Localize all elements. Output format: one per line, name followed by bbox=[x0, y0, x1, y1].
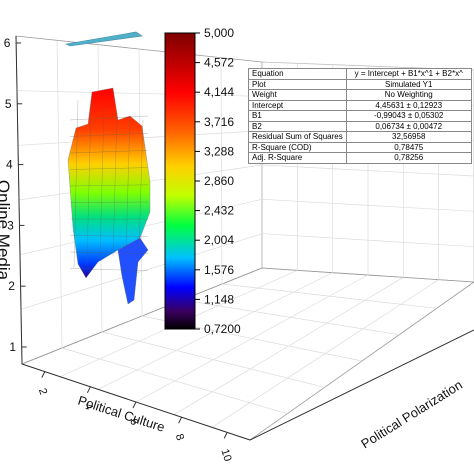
x-tick bbox=[41, 371, 46, 378]
surface-lower bbox=[117, 237, 149, 305]
mesh-line bbox=[69, 251, 149, 254]
x-tick bbox=[223, 432, 228, 439]
fit-table-value: 0,78475 bbox=[345, 141, 472, 153]
fit-table-value: 32,56958 bbox=[345, 131, 472, 143]
z-tick-label: 4 bbox=[6, 158, 13, 172]
colorbar-tick-label: 1,576 bbox=[204, 263, 234, 277]
z-tick-label: 2 bbox=[8, 279, 15, 293]
colorbar-tick-label: 3,288 bbox=[204, 144, 234, 158]
x-tick bbox=[86, 386, 91, 394]
grid-line bbox=[211, 279, 439, 428]
fit-table-key: R-Square (COD) bbox=[248, 141, 347, 153]
colorbar-tick-label: 2,004 bbox=[204, 233, 234, 247]
x-axis-label: Political Culture bbox=[76, 393, 167, 435]
fit-table-key: B2 bbox=[248, 120, 347, 132]
fit-table-value: y = Intercept + B1*x^1 + B2*x^ bbox=[345, 68, 472, 80]
fit-table-value: 0,06734 ± 0,00472 bbox=[345, 120, 472, 132]
mesh-line bbox=[69, 201, 149, 203]
fit-table-row: Weight No Weighting bbox=[248, 89, 472, 101]
z-axis-label: Online Media bbox=[0, 180, 13, 281]
mesh-line bbox=[69, 167, 149, 170]
colorbar-tick-label: 0,7200 bbox=[204, 322, 241, 336]
grid-line bbox=[221, 283, 437, 309]
fit-table-row: B2 0,06734 ± 0,00472 bbox=[248, 120, 472, 132]
fit-table-value: -0,99043 ± 0,05302 bbox=[345, 110, 472, 122]
mesh-line bbox=[99, 107, 105, 261]
fit-table-key: Residual Sum of Squares bbox=[248, 131, 347, 143]
fit-table-value: No Weighting bbox=[345, 89, 472, 101]
z-tick-label: 6 bbox=[4, 36, 11, 50]
z-axis-ticks: 1 2 3 4 5 6 bbox=[4, 36, 27, 354]
grid-line bbox=[220, 57, 223, 285]
x-tick bbox=[178, 416, 183, 424]
mesh-line bbox=[69, 115, 149, 121]
fit-table-key: Intercept bbox=[248, 99, 347, 111]
colorbar: 5,000 4,572 4,144 3,716 3,288 2,860 2,432 2,004… bbox=[164, 26, 241, 336]
mesh-line bbox=[138, 119, 144, 249]
fit-table-row: B1 -0,99043 ± 0,05302 bbox=[248, 110, 472, 122]
colorbar-tick-label: 4,572 bbox=[204, 56, 234, 70]
mesh-line bbox=[73, 99, 79, 269]
surface bbox=[65, 31, 151, 305]
surface-mesh bbox=[69, 99, 149, 272]
colorbar-ticks: 5,000 4,572 4,144 3,716 3,288 2,860 2,432 2,004… bbox=[195, 26, 241, 336]
x-tick-label: 8 bbox=[173, 432, 186, 442]
mesh-line bbox=[86, 103, 92, 265]
fit-table-key: Equation bbox=[248, 68, 347, 80]
fit-table-key: Weight bbox=[248, 89, 347, 101]
colorbar-tick-label: 4,144 bbox=[204, 85, 234, 99]
mesh-line bbox=[69, 268, 149, 272]
colorbar-tick-label: 2,432 bbox=[204, 204, 234, 218]
mesh-line bbox=[69, 235, 149, 237]
fit-table-value: 4,45631 ± 0,12923 bbox=[345, 99, 472, 111]
x-tick-label: 10 bbox=[218, 448, 233, 463]
z-tick-label: 1 bbox=[9, 340, 16, 354]
mesh-line bbox=[69, 150, 149, 154]
z-tick-label: 3 bbox=[7, 218, 14, 232]
colorbar-tick-label: 5,000 bbox=[204, 26, 234, 40]
x-axis-ticks: 2 4 6 8 10 bbox=[36, 371, 234, 463]
colorbar-tick-label: 1,148 bbox=[204, 292, 234, 306]
fit-table-value: Simulated Y1 bbox=[345, 78, 472, 90]
fit-table-row: Residual Sum of Squares 32,56958 bbox=[248, 131, 472, 143]
x-tick-label: 6 bbox=[127, 417, 140, 427]
fit-table-key: Plot bbox=[248, 78, 347, 90]
colorbar-tick-label: 2,860 bbox=[204, 174, 234, 188]
colorbar-gradient bbox=[164, 32, 196, 330]
fit-table-row: Equation y = Intercept + B1*x^1 + B2*x^ bbox=[248, 68, 472, 80]
y-axis-label: Political Polarization bbox=[358, 377, 465, 451]
x-tick-label: 4 bbox=[82, 402, 95, 412]
x-tick bbox=[132, 401, 137, 409]
x-tick-label: 2 bbox=[36, 387, 49, 397]
surface-top-strip bbox=[65, 31, 143, 47]
fit-table-key: B1 bbox=[248, 110, 347, 122]
colorbar-tick-label: 3,716 bbox=[204, 115, 234, 129]
fit-table-row: Adj. R-Square 0,78256 bbox=[248, 152, 472, 164]
fit-table-row: Intercept 4,45631 ± 0,12923 bbox=[248, 99, 472, 111]
fit-table-row: R-Square (COD) 0,78475 bbox=[248, 141, 472, 153]
grid-line bbox=[56, 40, 63, 349]
mesh-line bbox=[112, 111, 118, 257]
z-tick-label: 5 bbox=[5, 97, 12, 111]
fit-table-value: 0,78256 bbox=[345, 152, 472, 164]
fit-table: Equation y = Intercept + B1*x^1 + B2*x^ Pl… bbox=[248, 68, 472, 164]
mesh-line bbox=[69, 132, 149, 137]
fit-table-key: Adj. R-Square bbox=[248, 152, 347, 164]
mesh-line bbox=[69, 184, 149, 187]
fit-table-row: Plot Simulated Y1 bbox=[248, 78, 472, 90]
mesh-line bbox=[125, 115, 131, 253]
